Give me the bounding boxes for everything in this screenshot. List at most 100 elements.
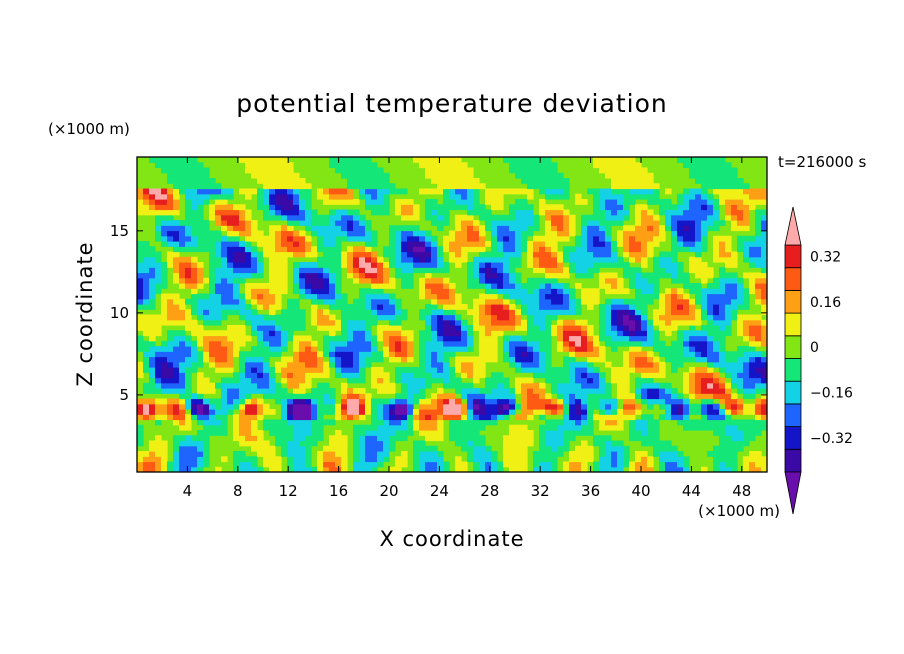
field-cell xyxy=(761,351,767,358)
field-cell xyxy=(707,225,714,232)
field-cell xyxy=(287,188,294,195)
field-cell xyxy=(167,262,174,268)
field-cell xyxy=(473,445,480,452)
field-cell xyxy=(449,256,456,263)
field-cell xyxy=(197,262,204,268)
field-cell xyxy=(539,451,546,457)
field-cell xyxy=(599,162,606,169)
field-cell xyxy=(389,235,396,242)
field-cell xyxy=(551,325,558,331)
field-cell xyxy=(371,209,378,216)
field-cell xyxy=(581,361,588,368)
field-cell xyxy=(521,167,528,174)
field-cell xyxy=(173,356,180,363)
field-cell xyxy=(413,461,420,468)
field-cell xyxy=(353,178,360,184)
field-cell xyxy=(335,319,342,326)
field-cell xyxy=(503,220,510,226)
field-cell xyxy=(683,225,690,232)
field-cell xyxy=(203,199,210,205)
field-cell xyxy=(665,351,672,358)
field-cell xyxy=(521,430,528,436)
field-cell xyxy=(677,193,684,200)
field-cell xyxy=(155,361,162,368)
field-cell xyxy=(401,356,408,363)
field-cell xyxy=(449,188,456,195)
field-cell xyxy=(323,346,330,352)
field-cell xyxy=(299,466,306,472)
field-cell xyxy=(233,388,240,394)
field-cell xyxy=(257,235,264,242)
field-cell xyxy=(539,330,546,337)
field-cell xyxy=(515,199,522,205)
field-cell xyxy=(137,251,144,258)
x-tick-label: 20 xyxy=(379,482,398,500)
field-cell xyxy=(317,409,324,415)
field-cell xyxy=(467,220,474,226)
field-cell xyxy=(185,435,192,442)
field-cell xyxy=(671,241,678,247)
field-cell xyxy=(599,377,606,384)
field-cell xyxy=(515,251,522,258)
field-cell xyxy=(695,193,702,200)
field-cell xyxy=(155,414,162,421)
field-cell xyxy=(149,403,156,410)
field-cell xyxy=(347,403,354,410)
field-cell xyxy=(365,178,372,184)
field-cell xyxy=(593,199,600,205)
field-cell xyxy=(239,262,246,268)
field-cell xyxy=(413,409,420,415)
field-cell xyxy=(455,361,462,368)
field-cell xyxy=(653,293,660,300)
field-cell xyxy=(347,388,354,394)
field-cell xyxy=(533,340,540,347)
field-cell xyxy=(725,351,732,358)
field-cell xyxy=(395,335,402,342)
field-cell xyxy=(191,293,198,300)
field-cell xyxy=(155,377,162,384)
field-cell xyxy=(461,435,468,442)
field-cell xyxy=(593,377,600,384)
field-cell xyxy=(137,256,144,263)
field-cell xyxy=(671,214,678,221)
field-cell xyxy=(227,304,234,310)
field-cell xyxy=(683,157,690,163)
field-cell xyxy=(245,403,252,410)
field-cell xyxy=(437,225,444,232)
field-cell xyxy=(377,204,384,211)
field-cell xyxy=(761,361,767,368)
field-cell xyxy=(599,209,606,216)
field-cell xyxy=(569,288,576,295)
field-cell xyxy=(725,356,732,363)
field-cell xyxy=(575,372,582,379)
field-cell xyxy=(497,188,504,195)
field-cell xyxy=(215,256,222,263)
field-cell xyxy=(533,172,540,179)
field-cell xyxy=(251,346,258,352)
field-cell xyxy=(347,361,354,368)
field-cell xyxy=(497,409,504,415)
field-cell xyxy=(533,246,540,253)
field-cell xyxy=(755,241,762,247)
field-cell xyxy=(725,388,732,394)
field-cell xyxy=(719,241,726,247)
field-cell xyxy=(479,403,486,410)
field-cell xyxy=(269,272,276,279)
field-cell xyxy=(281,309,288,316)
field-cell xyxy=(377,388,384,394)
field-cell xyxy=(713,330,720,337)
field-cell xyxy=(371,424,378,431)
field-cell xyxy=(623,335,630,342)
field-cell xyxy=(599,319,606,326)
field-cell xyxy=(689,356,696,363)
field-cell xyxy=(425,267,432,274)
field-cell xyxy=(533,335,540,342)
field-cell xyxy=(269,214,276,221)
field-cell xyxy=(335,220,342,226)
field-cell xyxy=(401,461,408,468)
field-cell xyxy=(677,456,684,463)
field-cell xyxy=(545,351,552,358)
field-cell xyxy=(203,172,210,179)
field-cell xyxy=(167,335,174,342)
field-cell xyxy=(545,183,552,190)
